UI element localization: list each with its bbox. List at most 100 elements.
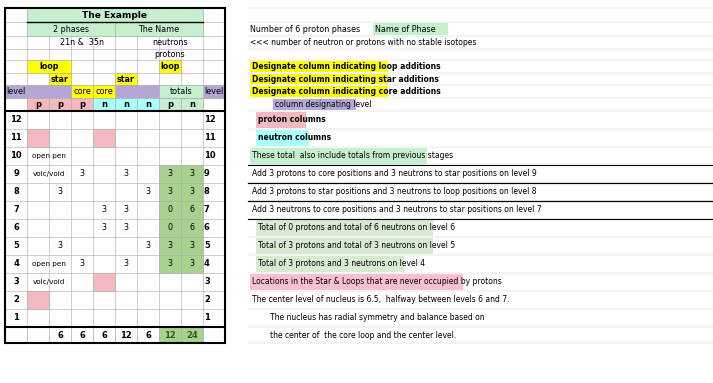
Text: 3: 3 — [123, 260, 128, 268]
Text: 10: 10 — [10, 152, 22, 160]
Bar — [250, 274, 463, 290]
Bar — [250, 86, 388, 97]
Bar — [27, 98, 49, 111]
Text: 7: 7 — [13, 206, 19, 214]
Text: star: star — [51, 75, 69, 83]
Bar — [49, 98, 71, 111]
Bar — [27, 327, 49, 343]
Text: Total of 3 protons and total of 3 neutrons on level 5: Total of 3 protons and total of 3 neutro… — [258, 242, 455, 250]
Text: 6: 6 — [204, 224, 210, 232]
Text: 3: 3 — [80, 170, 85, 178]
Text: 3: 3 — [123, 224, 128, 232]
Text: 4: 4 — [13, 260, 19, 268]
Text: Add 3 protons to core positions and 3 neutrons to star positions on level 9: Add 3 protons to core positions and 3 ne… — [252, 170, 537, 178]
Bar — [71, 98, 93, 111]
Text: the center of  the core loop and the center level.: the center of the core loop and the cent… — [270, 331, 456, 339]
Text: Total of 0 protons and total of 6 neutrons on level 6: Total of 0 protons and total of 6 neutro… — [258, 224, 455, 232]
Bar — [250, 74, 388, 84]
Text: These total  also include totals from previous stages: These total also include totals from pre… — [252, 152, 453, 160]
Text: <<< number of neutron or protons with no stable isotopes: <<< number of neutron or protons with no… — [250, 38, 476, 47]
Text: 3: 3 — [123, 170, 128, 178]
Bar — [115, 327, 137, 343]
Text: 3: 3 — [101, 206, 106, 214]
Bar — [373, 23, 448, 35]
Bar — [181, 98, 203, 111]
Text: Add 3 protons to star positions and 3 neutrons to loop positions on level 8: Add 3 protons to star positions and 3 ne… — [252, 188, 536, 196]
Text: n: n — [123, 100, 129, 109]
Text: 3: 3 — [190, 260, 195, 268]
Text: neutron columns: neutron columns — [258, 134, 331, 142]
Bar — [181, 327, 203, 343]
Bar — [27, 22, 115, 36]
Text: 3: 3 — [101, 224, 106, 232]
Text: 7: 7 — [204, 206, 210, 214]
Bar — [115, 22, 203, 36]
Text: 0: 0 — [168, 224, 173, 232]
Bar — [159, 237, 181, 255]
Bar — [159, 165, 181, 183]
Bar — [93, 273, 115, 291]
Bar — [181, 219, 203, 237]
Text: volc/void: volc/void — [33, 171, 65, 177]
Text: 6: 6 — [79, 331, 85, 339]
Bar — [181, 201, 203, 219]
Text: Number of 6 proton phases: Number of 6 proton phases — [250, 25, 360, 33]
Text: core: core — [95, 87, 113, 96]
Bar — [27, 291, 49, 309]
Text: protons: protons — [155, 50, 185, 59]
Text: 3: 3 — [80, 260, 85, 268]
Text: 6: 6 — [57, 331, 63, 339]
Bar — [49, 327, 71, 343]
Bar — [159, 219, 181, 237]
Bar — [115, 73, 137, 85]
Text: 12: 12 — [164, 331, 176, 339]
Text: 2: 2 — [204, 296, 210, 304]
Text: 3: 3 — [190, 242, 195, 250]
Text: 9: 9 — [204, 170, 210, 178]
Bar — [93, 129, 115, 147]
Text: p: p — [35, 100, 41, 109]
Text: 6: 6 — [13, 224, 19, 232]
Text: 10: 10 — [204, 152, 215, 160]
Bar — [273, 99, 356, 110]
Bar — [159, 60, 181, 73]
Bar — [256, 112, 306, 128]
Text: volc/void: volc/void — [33, 279, 65, 285]
Bar — [5, 8, 225, 343]
Text: 9: 9 — [13, 170, 19, 178]
Bar — [27, 60, 71, 73]
Bar — [137, 327, 159, 343]
Text: 12: 12 — [120, 331, 132, 339]
Text: 6: 6 — [190, 224, 195, 232]
Bar — [71, 327, 93, 343]
Bar — [93, 85, 115, 98]
Bar — [250, 148, 427, 164]
Text: Name of Phase: Name of Phase — [375, 25, 436, 33]
Bar — [93, 98, 115, 111]
Text: The Example: The Example — [83, 10, 148, 20]
Text: 2 phases: 2 phases — [53, 25, 89, 33]
Text: n: n — [101, 100, 107, 109]
Bar — [115, 98, 137, 111]
Text: 12: 12 — [10, 116, 22, 124]
Text: 3: 3 — [168, 242, 173, 250]
Text: 8: 8 — [13, 188, 19, 196]
Bar — [49, 73, 71, 85]
Text: n: n — [189, 100, 195, 109]
Bar — [159, 255, 181, 273]
Text: 3: 3 — [190, 188, 195, 196]
Text: 21n &  35n: 21n & 35n — [60, 38, 104, 47]
Text: Designate column indicating loop additions: Designate column indicating loop additio… — [252, 62, 441, 71]
Text: loop: loop — [160, 62, 180, 71]
Text: 5: 5 — [13, 242, 19, 250]
Text: 3: 3 — [58, 188, 63, 196]
Text: 3: 3 — [168, 260, 173, 268]
Text: proton columns: proton columns — [258, 116, 326, 124]
Bar — [181, 237, 203, 255]
Bar — [137, 98, 159, 111]
Text: p: p — [79, 100, 85, 109]
Text: 6: 6 — [190, 206, 195, 214]
Text: neutrons: neutrons — [153, 38, 188, 47]
Bar — [181, 255, 203, 273]
Bar — [159, 85, 203, 98]
